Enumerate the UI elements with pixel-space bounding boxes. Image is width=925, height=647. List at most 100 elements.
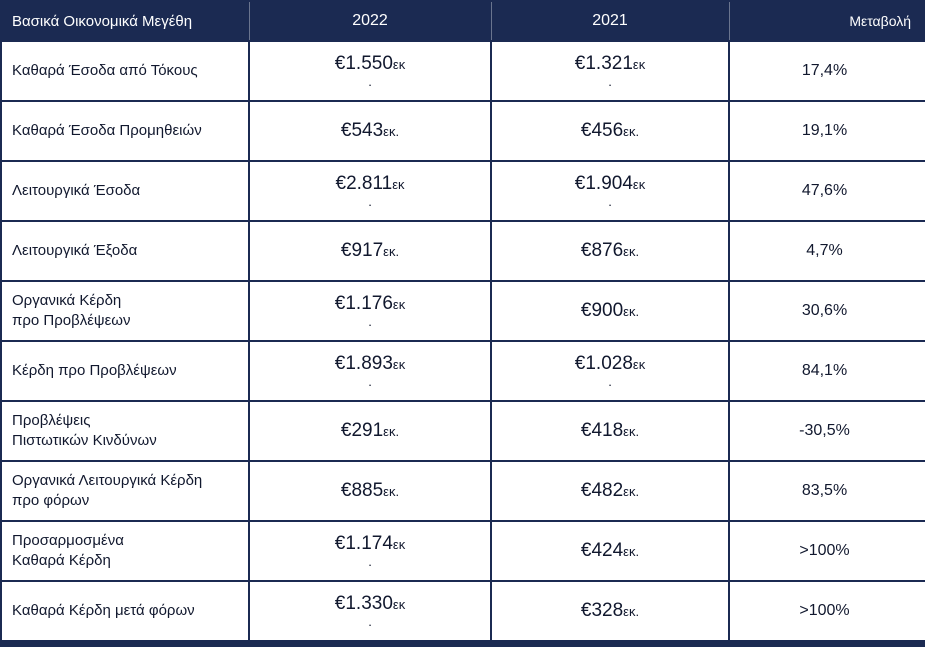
metric-label: Κέρδη προ Προβλέψεων: [0, 340, 250, 402]
table-header: Βασικά Οικονομικά Μεγέθη 2022 2021 Μεταβ…: [0, 0, 925, 42]
value-2022-wrapped-dot: .: [368, 373, 372, 389]
value-2022: €2.811εκ .: [248, 160, 492, 222]
table-body: Καθαρά Έσοδα από Τόκους €1.550εκ . €1.32…: [0, 40, 925, 645]
change-value: 47,6%: [728, 160, 925, 222]
value-2022-unit: εκ: [392, 536, 406, 552]
value-2022-number: €885: [340, 480, 384, 502]
value-2021-wrapped-dot: .: [608, 373, 612, 389]
value-2021-unit: εκ.: [623, 604, 640, 620]
value-2021-unit: εκ.: [623, 244, 640, 260]
value-2022-unit: εκ: [392, 176, 405, 192]
metric-label: Λειτουργικά Έσοδα: [0, 160, 250, 222]
value-2021-number: €1.028: [574, 352, 633, 374]
value-2022-number: €543: [340, 120, 384, 142]
table-row: Προβλέψεις Πιστωτικών Κινδύνων €291εκ. €…: [0, 400, 925, 462]
value-2022-unit: εκ.: [383, 484, 400, 500]
header-change: Μεταβολή: [728, 0, 925, 42]
table-row: Καθαρά Κέρδη μετά φόρων €1.330εκ . €328ε…: [0, 580, 925, 645]
value-2021-number: €1.321: [574, 52, 633, 74]
table-row: Προσαρμοσμένα Καθαρά Κέρδη €1.174εκ . €4…: [0, 520, 925, 582]
value-2022-wrapped-dot: .: [368, 193, 372, 209]
header-year-2021: 2021: [490, 0, 730, 42]
header-year-2022: 2022: [248, 0, 492, 42]
value-2022: €885εκ.: [248, 460, 492, 522]
value-2022: €1.330εκ .: [248, 580, 492, 645]
value-2021: €876εκ.: [490, 220, 730, 282]
value-2022-unit: εκ: [392, 56, 406, 72]
value-2021-unit: εκ.: [623, 484, 640, 500]
value-2021-number: €482: [580, 480, 624, 502]
value-2022-unit: εκ.: [383, 424, 400, 440]
metric-label: Προβλέψεις Πιστωτικών Κινδύνων: [0, 400, 250, 462]
value-2022-wrapped-dot: .: [368, 613, 372, 629]
header-row: Βασικά Οικονομικά Μεγέθη 2022 2021 Μεταβ…: [0, 0, 925, 42]
table-row: Οργανικά Κέρδη προ Προβλέψεων €1.176εκ .…: [0, 280, 925, 342]
value-2021: €456εκ.: [490, 100, 730, 162]
value-2021: €1.321εκ .: [490, 40, 730, 102]
value-2022: €1.176εκ .: [248, 280, 492, 342]
value-2022-number: €917: [340, 240, 384, 262]
value-2022-number: €2.811: [335, 172, 393, 194]
value-2022-unit: εκ: [392, 356, 406, 372]
table-row: Οργανικά Λειτουργικά Κέρδη προ φόρων €88…: [0, 460, 925, 522]
table-row: Λειτουργικά Έξοδα €917εκ. €876εκ. 4,7%: [0, 220, 925, 282]
metric-label: Καθαρά Κέρδη μετά φόρων: [0, 580, 250, 645]
change-value: 84,1%: [728, 340, 925, 402]
value-2022: €1.550εκ .: [248, 40, 492, 102]
value-2021-number: €328: [580, 600, 624, 622]
value-2022-number: €1.174: [334, 532, 393, 554]
value-2022-unit: εκ.: [383, 244, 400, 260]
value-2022-wrapped-dot: .: [368, 553, 372, 569]
value-2022-number: €1.330: [334, 592, 393, 614]
value-2022-unit: εκ: [392, 296, 406, 312]
value-2021-number: €456: [580, 120, 624, 142]
value-2021-number: €876: [580, 240, 624, 262]
value-2022: €1.893εκ .: [248, 340, 492, 402]
value-2021-unit: εκ: [632, 56, 646, 72]
value-2022-number: €1.176: [334, 292, 393, 314]
value-2022-number: €1.893: [334, 352, 393, 374]
change-value: 30,6%: [728, 280, 925, 342]
table-row: Λειτουργικά Έσοδα €2.811εκ . €1.904εκ . …: [0, 160, 925, 222]
metric-label: Λειτουργικά Έξοδα: [0, 220, 250, 282]
change-value: 19,1%: [728, 100, 925, 162]
value-2022: €291εκ.: [248, 400, 492, 462]
change-value: >100%: [728, 580, 925, 645]
value-2021-unit: εκ.: [623, 304, 640, 320]
value-2021: €900εκ.: [490, 280, 730, 342]
value-2021: €328εκ.: [490, 580, 730, 645]
value-2021: €1.904εκ .: [490, 160, 730, 222]
change-value: 17,4%: [728, 40, 925, 102]
value-2022-number: €291: [340, 420, 384, 442]
metric-label: Οργανικά Κέρδη προ Προβλέψεων: [0, 280, 250, 342]
value-2022-number: €1.550: [334, 52, 393, 74]
table-row: Καθαρά Έσοδα Προμηθειών €543εκ. €456εκ. …: [0, 100, 925, 162]
value-2021-unit: εκ.: [623, 544, 640, 560]
metric-label: Οργανικά Λειτουργικά Κέρδη προ φόρων: [0, 460, 250, 522]
value-2022-wrapped-dot: .: [368, 73, 372, 89]
value-2022-unit: εκ.: [383, 124, 400, 140]
change-value: >100%: [728, 520, 925, 582]
value-2021: €418εκ.: [490, 400, 730, 462]
value-2022-wrapped-dot: .: [368, 313, 372, 329]
metric-label: Προσαρμοσμένα Καθαρά Κέρδη: [0, 520, 250, 582]
value-2021-unit: εκ: [632, 356, 646, 372]
change-value: 4,7%: [728, 220, 925, 282]
metric-label: Καθαρά Έσοδα από Τόκους: [0, 40, 250, 102]
value-2021-number: €424: [580, 540, 624, 562]
value-2021-number: €900: [580, 300, 624, 322]
value-2021: €482εκ.: [490, 460, 730, 522]
value-2021: €424εκ.: [490, 520, 730, 582]
value-2021-unit: εκ.: [623, 124, 640, 140]
change-value: -30,5%: [728, 400, 925, 462]
value-2021-unit: εκ: [632, 176, 646, 192]
change-value: 83,5%: [728, 460, 925, 522]
value-2021-wrapped-dot: .: [608, 193, 612, 209]
table-row: Καθαρά Έσοδα από Τόκους €1.550εκ . €1.32…: [0, 40, 925, 102]
value-2021: €1.028εκ .: [490, 340, 730, 402]
table-row: Κέρδη προ Προβλέψεων €1.893εκ . €1.028εκ…: [0, 340, 925, 402]
value-2022: €917εκ.: [248, 220, 492, 282]
value-2021-number: €1.904: [574, 172, 633, 194]
